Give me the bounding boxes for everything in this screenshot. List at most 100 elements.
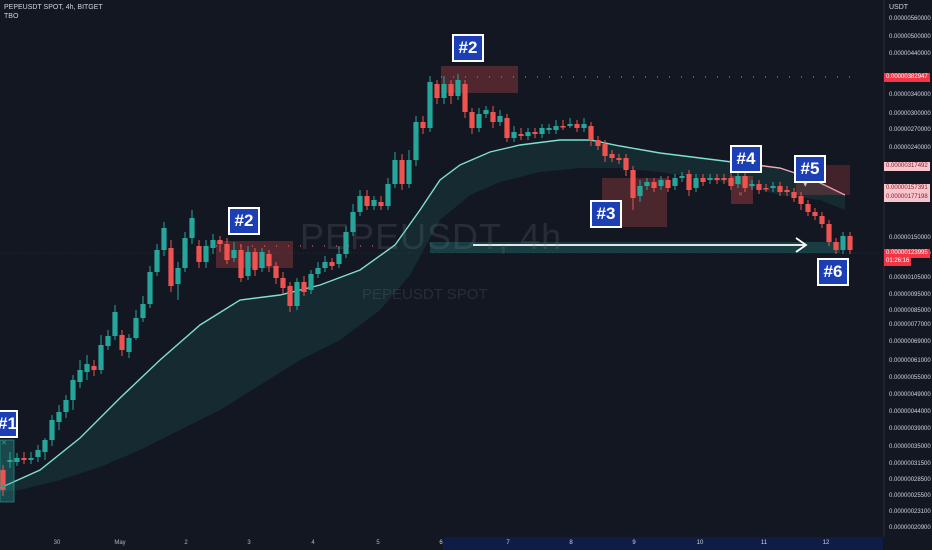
candle-body bbox=[315, 268, 321, 274]
candle-body bbox=[329, 262, 335, 266]
candle-body bbox=[252, 252, 258, 270]
candle-body bbox=[595, 140, 601, 146]
candle-body bbox=[777, 186, 783, 192]
candle-body bbox=[49, 420, 55, 440]
annotation-badge: #3 bbox=[590, 200, 622, 228]
candle-body bbox=[210, 240, 216, 248]
candle-body bbox=[742, 176, 748, 188]
x-axis-highlight bbox=[443, 537, 883, 550]
candle-body bbox=[441, 84, 447, 98]
candle-body bbox=[322, 262, 328, 268]
x-tick-label: 8 bbox=[569, 540, 573, 546]
candle-body bbox=[203, 246, 209, 262]
signal-marker-down: ▼ bbox=[803, 181, 808, 188]
candle-body bbox=[301, 282, 307, 292]
candle-body bbox=[476, 114, 482, 128]
symbol-header: PEPEUSDT SPOT, 4h, BITGET bbox=[4, 4, 103, 11]
candle-body bbox=[756, 184, 762, 190]
x-tick-label: 6 bbox=[439, 540, 443, 546]
candle-body bbox=[266, 254, 272, 266]
annotation-badge: #1 bbox=[0, 410, 18, 438]
candle-body bbox=[105, 336, 111, 346]
candle-body bbox=[343, 232, 349, 254]
candle-body bbox=[833, 242, 839, 250]
candle-body bbox=[140, 304, 146, 318]
candle-body bbox=[784, 190, 790, 192]
price-tag: 01:26:16 bbox=[884, 257, 912, 266]
watermark-sub: PEPEUSDT SPOT bbox=[362, 286, 488, 303]
candle-body bbox=[406, 160, 412, 184]
y-tick-label: 0.00000061000 bbox=[889, 358, 931, 364]
candle-body bbox=[749, 184, 755, 186]
price-tag: 0.00000157391 bbox=[884, 184, 930, 193]
candle-body bbox=[763, 188, 769, 190]
candle-body bbox=[42, 440, 48, 452]
candle-body bbox=[735, 176, 741, 184]
candle-body bbox=[462, 84, 468, 112]
y-tick-label: 0.00000025500 bbox=[889, 493, 931, 499]
signal-marker-up: ▲ bbox=[1, 482, 6, 489]
candle-body bbox=[336, 254, 342, 264]
candle-body bbox=[14, 458, 20, 462]
candle-body bbox=[707, 178, 713, 180]
candle-body bbox=[63, 400, 69, 412]
annotation-badge: #5 bbox=[794, 155, 826, 183]
currency-label: USDT bbox=[889, 4, 909, 11]
x-tick-label: 10 bbox=[696, 540, 704, 546]
candle-body bbox=[70, 380, 76, 400]
candle-body bbox=[168, 248, 174, 286]
candle-body bbox=[350, 212, 356, 232]
candle-body bbox=[560, 126, 566, 128]
y-tick-label: 0.00000150000 bbox=[889, 235, 931, 241]
candle-body bbox=[504, 118, 510, 138]
candle-body bbox=[665, 180, 671, 188]
x-tick-label: 12 bbox=[822, 540, 830, 546]
y-tick-label: 0.00000095000 bbox=[889, 292, 931, 298]
x-tick-label: May bbox=[114, 540, 126, 546]
candle-body bbox=[623, 158, 629, 170]
candle-body bbox=[581, 124, 587, 128]
signal-marker-x: ✕ bbox=[1, 439, 7, 447]
candle-body bbox=[679, 176, 685, 178]
y-tick-label: 0.00000560000 bbox=[889, 16, 931, 22]
y-tick-label: 0.00000049000 bbox=[889, 392, 931, 398]
candle-body bbox=[280, 278, 286, 288]
candle-body bbox=[546, 128, 552, 130]
candle-body bbox=[364, 196, 370, 206]
candle-body bbox=[161, 228, 167, 250]
candle-body bbox=[644, 182, 650, 186]
candle-body bbox=[126, 338, 132, 352]
candle-body bbox=[21, 458, 27, 460]
candle-body bbox=[154, 250, 160, 272]
x-tick-label: 5 bbox=[376, 540, 380, 546]
candle-body bbox=[539, 128, 545, 134]
y-tick-label: 0.00000440000 bbox=[889, 51, 931, 57]
candle-body bbox=[56, 412, 62, 422]
candle-body bbox=[378, 202, 384, 206]
candle-body bbox=[0, 470, 6, 490]
x-tick-label: 2 bbox=[184, 540, 188, 546]
zone-2b bbox=[441, 66, 518, 93]
signal-marker-x: ✕ bbox=[738, 191, 743, 198]
y-tick-label: 0.00000077000 bbox=[889, 322, 931, 328]
zone-4 bbox=[731, 176, 753, 204]
candle-body bbox=[525, 132, 531, 136]
candle-body bbox=[182, 238, 188, 268]
candle-body bbox=[693, 178, 699, 188]
candle-body bbox=[448, 84, 454, 96]
candle-body bbox=[392, 160, 398, 184]
candle-body bbox=[532, 132, 538, 134]
y-tick-label: 0.00000039000 bbox=[889, 426, 931, 432]
candle-body bbox=[119, 335, 125, 350]
candle-body bbox=[721, 178, 727, 180]
candle-body bbox=[637, 186, 643, 196]
candle-body bbox=[455, 80, 461, 96]
candle-body bbox=[77, 370, 83, 382]
annotation-badge: #4 bbox=[730, 145, 762, 173]
candle-body bbox=[273, 266, 279, 278]
y-tick-label: 0.00000055000 bbox=[889, 375, 931, 381]
y-tick-label: 0.00000044000 bbox=[889, 409, 931, 415]
candle-body bbox=[175, 268, 181, 284]
candle-body bbox=[805, 204, 811, 212]
